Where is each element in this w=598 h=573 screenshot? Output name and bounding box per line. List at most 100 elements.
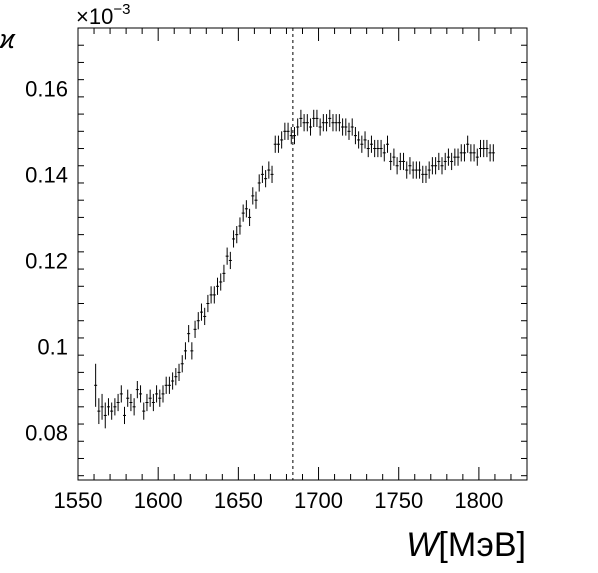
data-point	[270, 165, 274, 183]
data-point	[328, 109, 332, 128]
data-point	[341, 118, 345, 136]
data-point	[135, 380, 139, 399]
data-point	[222, 264, 226, 282]
data-point	[132, 398, 136, 416]
data-point	[286, 122, 290, 140]
data-point	[225, 247, 229, 265]
data-point	[309, 118, 313, 136]
data-point	[469, 144, 473, 162]
data-point	[450, 152, 454, 171]
data-point	[142, 402, 146, 420]
data-point	[488, 144, 492, 162]
data-point	[405, 161, 409, 179]
y-tick-label: 0.1	[37, 335, 68, 360]
data-point	[167, 376, 171, 394]
data-point	[94, 363, 98, 407]
y-tick-label: 0.16	[25, 76, 68, 101]
data-point	[267, 161, 271, 179]
data-point	[363, 131, 367, 149]
data-point	[446, 148, 450, 166]
data-point	[331, 114, 335, 132]
data-point	[305, 114, 309, 132]
data-point	[113, 398, 117, 416]
data-point	[289, 127, 293, 145]
data-point	[302, 114, 306, 132]
data-point	[292, 127, 296, 145]
data-point	[257, 174, 261, 192]
data-point	[430, 157, 434, 175]
data-point	[164, 376, 168, 394]
x-tick-label: 1750	[374, 488, 423, 513]
x-tick-label: 1800	[454, 488, 503, 513]
data-point	[376, 139, 380, 158]
data-points	[94, 109, 495, 429]
data-point	[145, 393, 149, 412]
y-axis-ticks	[78, 27, 527, 477]
x-axis-tick-labels: 1550 1600 1650 1700 1750 1800	[54, 488, 504, 513]
data-point	[462, 144, 466, 162]
data-point	[299, 109, 303, 128]
data-point	[219, 273, 223, 291]
data-point	[161, 385, 165, 403]
data-point	[151, 393, 155, 412]
data-point	[369, 135, 373, 153]
x-tick-label: 1600	[134, 488, 183, 513]
y-tick-label: 0.08	[25, 421, 68, 446]
plot-frame	[77, 27, 528, 481]
data-point	[190, 342, 194, 360]
data-point	[434, 157, 438, 175]
data-point	[248, 208, 252, 227]
data-point	[318, 118, 322, 136]
data-point	[209, 286, 213, 304]
data-point	[398, 152, 402, 171]
data-point	[155, 385, 159, 403]
data-point	[187, 325, 191, 343]
data-point	[418, 161, 422, 179]
data-point	[440, 157, 444, 175]
data-point	[193, 320, 197, 338]
data-point	[296, 118, 300, 136]
data-point	[119, 385, 123, 403]
data-point	[212, 286, 216, 304]
data-point	[139, 385, 143, 403]
data-point	[276, 135, 280, 153]
data-point	[180, 355, 184, 373]
data-point	[366, 139, 370, 158]
data-point	[241, 204, 245, 222]
data-point	[414, 161, 418, 179]
data-point	[116, 393, 120, 412]
data-point	[158, 389, 162, 407]
data-point	[244, 200, 248, 218]
x-tick-label: 1700	[294, 488, 343, 513]
data-point	[427, 161, 431, 179]
data-point	[100, 393, 104, 420]
data-point	[216, 277, 220, 295]
data-point	[411, 161, 415, 179]
data-point	[350, 118, 354, 136]
data-point	[312, 109, 316, 128]
y-multiplier: ×10−3	[76, 1, 130, 29]
data-point	[392, 148, 396, 166]
data-point	[337, 114, 341, 132]
data-point	[402, 152, 406, 171]
data-point	[382, 144, 386, 162]
data-point	[251, 187, 255, 205]
data-point	[280, 131, 284, 149]
data-point	[232, 230, 236, 248]
y-axis-tick-labels: 0.08 0.1 0.12 0.14 0.16	[25, 76, 68, 445]
data-point	[389, 152, 393, 171]
data-point	[106, 398, 110, 416]
data-point	[196, 312, 200, 330]
data-point	[357, 131, 361, 149]
data-point	[325, 114, 329, 132]
x-tick-label: 1650	[214, 488, 263, 513]
data-point	[315, 109, 319, 128]
data-point	[475, 148, 479, 166]
data-point	[148, 389, 152, 407]
y-axis-label: ϰ	[0, 24, 16, 54]
data-point	[126, 389, 130, 407]
data-point	[385, 135, 389, 153]
data-point	[373, 139, 377, 158]
data-point	[203, 307, 207, 326]
data-point	[273, 135, 277, 153]
